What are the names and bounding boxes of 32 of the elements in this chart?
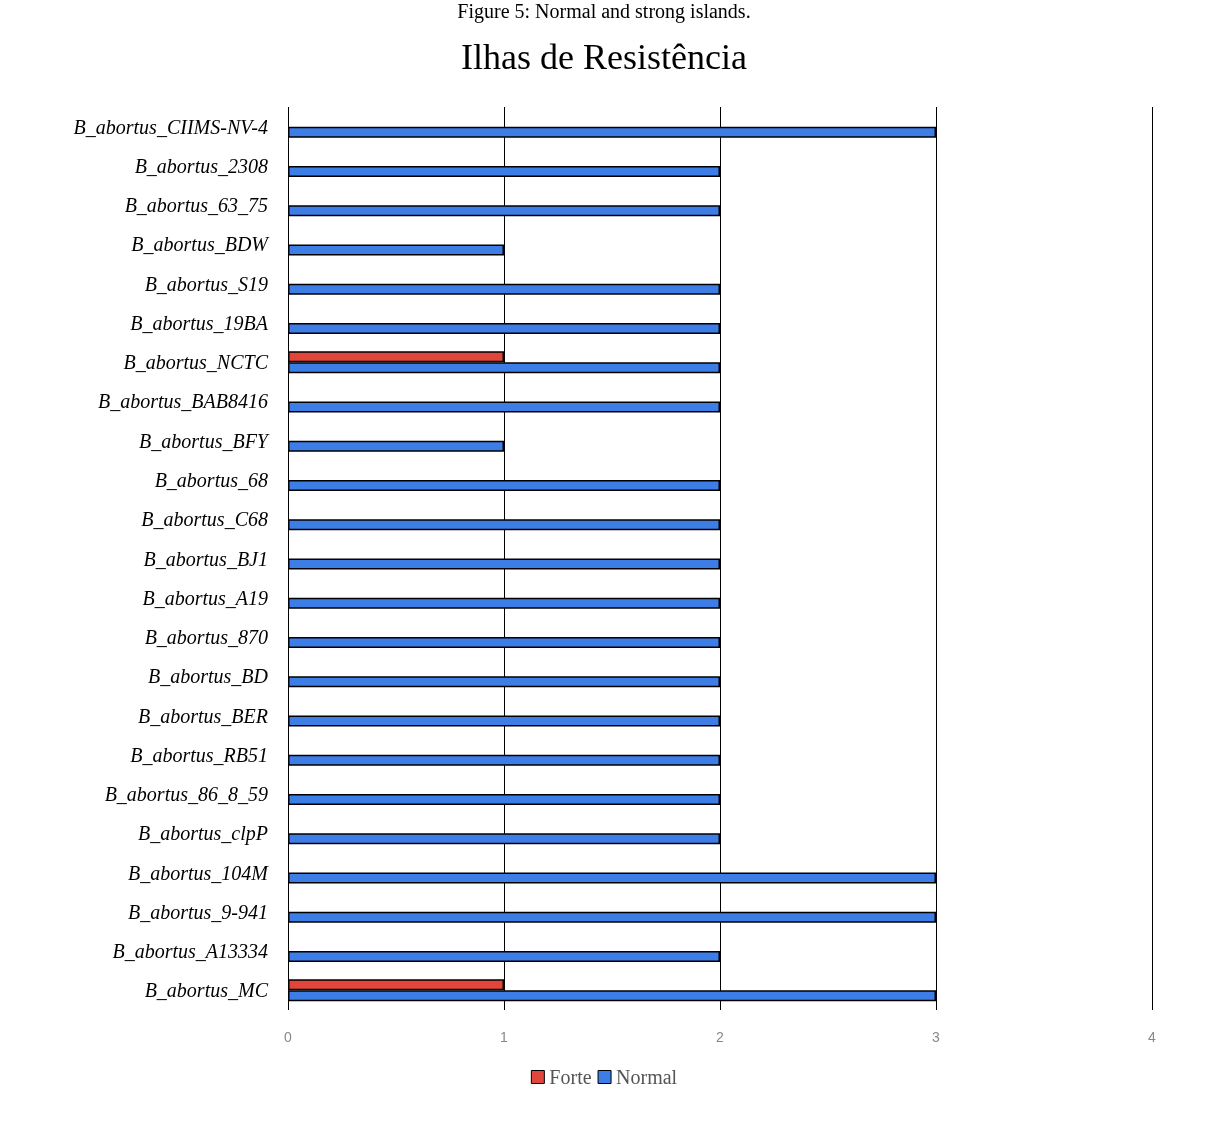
y-tick-label: B_abortus_9-941 (128, 900, 268, 923)
y-tick-label: B_abortus_104M (128, 861, 270, 884)
y-tick-label: B_abortus_BER (138, 704, 268, 727)
y-tick-label: B_abortus_68 (154, 468, 268, 491)
x-tick-label: 1 (500, 1029, 509, 1045)
x-tick-label: 3 (932, 1029, 941, 1045)
y-tick-label: B_abortus_MC (144, 979, 269, 1002)
y-tick-label: B_abortus_clpP (138, 822, 268, 846)
y-tick-label: B_abortus_NCTC (123, 351, 269, 374)
y-tick-label: B_abortus_A13334 (112, 940, 268, 963)
y-tick-label: B_abortus_BDW (131, 233, 271, 256)
y-tick-label: B_abortus_BJ1 (143, 547, 268, 570)
y-tick-label: B_abortus_63_75 (124, 194, 268, 217)
legend-label: Normal (616, 1066, 678, 1088)
y-tick-label: B_abortus_870 (144, 626, 268, 649)
y-tick-label: B_abortus_19BA (130, 311, 269, 334)
y-tick-label: B_abortus_RB51 (130, 743, 268, 766)
y-tick-label: B_abortus_S19 (144, 272, 268, 295)
y-tick-label: B_abortus_C68 (141, 508, 268, 531)
y-tick-label: B_abortus_BFY (139, 429, 270, 452)
y-tick-label: B_abortus_CIIMS-NV-4 (73, 115, 268, 138)
y-tick-label: B_abortus_BD (148, 665, 269, 688)
x-tick-label: 4 (1148, 1029, 1157, 1045)
chart-title: Ilhas de Resistência (461, 37, 747, 77)
y-tick-label: B_abortus_A19 (142, 586, 268, 609)
x-tick-label: 2 (716, 1029, 725, 1045)
y-tick-label: B_abortus_BAB8416 (98, 390, 268, 413)
y-tick-label: B_abortus_2308 (134, 154, 268, 177)
legend-label: Forte (549, 1066, 592, 1088)
x-tick-label: 0 (284, 1029, 293, 1045)
y-tick-label: B_abortus_86_8_59 (104, 783, 268, 806)
caption: Figure 5: Normal and strong islands. (456, 0, 752, 22)
